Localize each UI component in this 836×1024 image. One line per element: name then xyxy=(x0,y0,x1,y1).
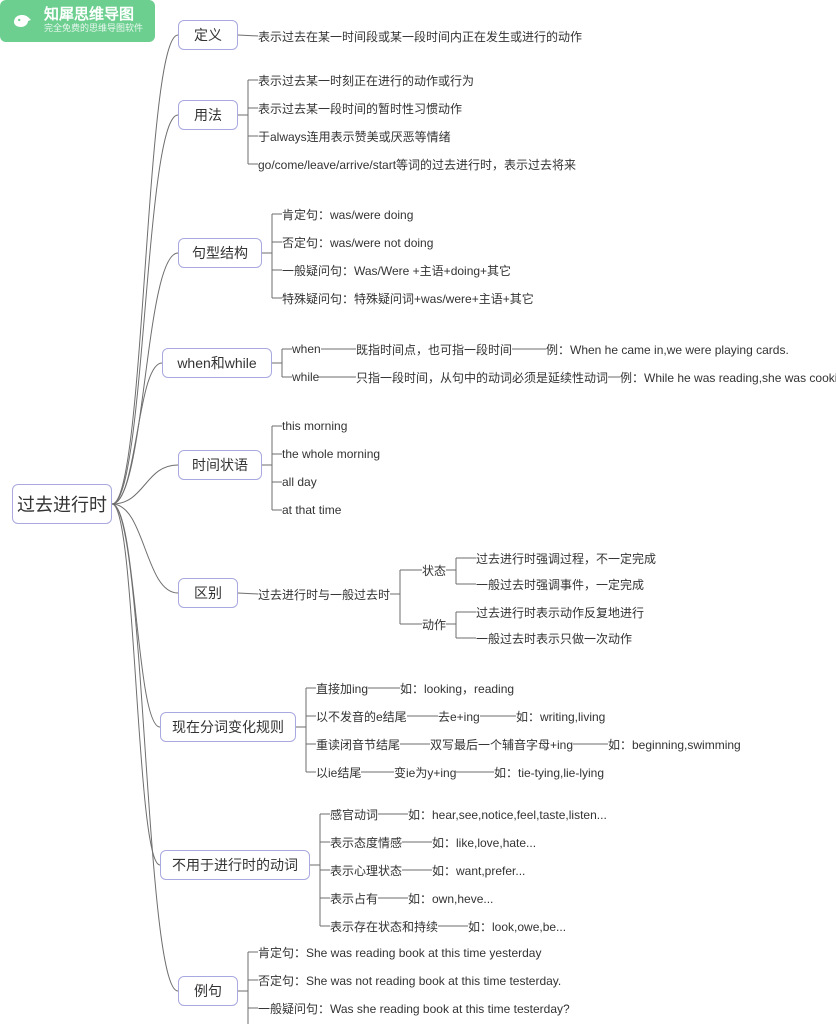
node-b2_1[interactable]: 表示过去某一时刻正在进行的动作或行为 xyxy=(258,72,474,88)
node-b6_d1[interactable]: 过去进行时表示动作反复地进行 xyxy=(476,604,644,620)
node-b7_1a[interactable]: 如：looking，reading xyxy=(400,680,514,696)
node-b1_1[interactable]: 表示过去在某一时间段或某一段时间内正在发生或进行的动作 xyxy=(258,28,582,44)
node-b6_s[interactable]: 状态 xyxy=(422,562,446,578)
node-b3_2[interactable]: 否定句：was/were not doing xyxy=(282,234,433,250)
rhino-icon xyxy=(8,6,36,34)
node-b3_4[interactable]: 特殊疑问句：特殊疑问词+was/were+主语+其它 xyxy=(282,290,534,306)
node-b9_3[interactable]: 一般疑问句：Was she reading book at this time … xyxy=(258,1000,570,1016)
node-b4_w[interactable]: when xyxy=(292,341,321,357)
node-b2_2[interactable]: 表示过去某一段时间的暂时性习惯动作 xyxy=(258,100,462,116)
watermark: 知犀思维导图 完全免费的思维导图软件 xyxy=(0,0,155,42)
node-b5_4[interactable]: at that time xyxy=(282,502,341,518)
node-b6_d2[interactable]: 一般过去时表示只做一次动作 xyxy=(476,630,632,646)
node-b7_3b[interactable]: 如：beginning,swimming xyxy=(608,736,741,752)
node-b7_2b[interactable]: 如：writing,living xyxy=(516,708,605,724)
node-b2_4[interactable]: go/come/leave/arrive/start等词的过去进行时，表示过去将… xyxy=(258,156,576,172)
node-b4[interactable]: when和while xyxy=(162,348,272,378)
node-b4_h1[interactable]: 只指一段时间，从句中的动词必须是延续性动词 xyxy=(356,369,608,385)
node-b7_4b[interactable]: 如：tie-tying,lie-lying xyxy=(494,764,604,780)
node-b6_d[interactable]: 动作 xyxy=(422,616,446,632)
node-b5_3[interactable]: all day xyxy=(282,474,317,490)
node-b8_4a[interactable]: 如：own,heve... xyxy=(408,890,493,906)
node-b4_h[interactable]: while xyxy=(292,369,319,385)
node-b9[interactable]: 例句 xyxy=(178,976,238,1006)
node-b4_h2[interactable]: 例：While he was reading,she was cooking. xyxy=(620,369,836,385)
node-b6_s1[interactable]: 过去进行时强调过程，不一定完成 xyxy=(476,550,656,566)
node-b8_3a[interactable]: 如：want,prefer... xyxy=(432,862,525,878)
node-b8_5a[interactable]: 如：look,owe,be... xyxy=(468,918,566,934)
node-b3_1[interactable]: 肯定句：was/were doing xyxy=(282,206,413,222)
node-b6_s2[interactable]: 一般过去时强调事件，一定完成 xyxy=(476,576,644,592)
node-b7_3a[interactable]: 双写最后一个辅音字母+ing xyxy=(430,736,573,752)
watermark-title: 知犀思维导图 xyxy=(44,7,143,22)
node-b2[interactable]: 用法 xyxy=(178,100,238,130)
node-b7_4[interactable]: 以ie结尾 xyxy=(316,764,361,780)
node-b8_4[interactable]: 表示占有 xyxy=(330,890,378,906)
node-b8[interactable]: 不用于进行时的动词 xyxy=(160,850,310,880)
node-b4_w1[interactable]: 既指时间点，也可指一段时间 xyxy=(356,341,512,357)
node-b3[interactable]: 句型结构 xyxy=(178,238,262,268)
node-b2_3[interactable]: 于always连用表示赞美或厌恶等情绪 xyxy=(258,128,451,144)
node-b6[interactable]: 区别 xyxy=(178,578,238,608)
node-b8_3[interactable]: 表示心理状态 xyxy=(330,862,402,878)
node-b8_5[interactable]: 表示存在状态和持续 xyxy=(330,918,438,934)
node-b7_2a[interactable]: 去e+ing xyxy=(438,708,480,724)
node-b7_1[interactable]: 直接加ing xyxy=(316,680,368,696)
node-b5_2[interactable]: the whole morning xyxy=(282,446,380,462)
node-root[interactable]: 过去进行时 xyxy=(12,484,112,524)
edge-layer xyxy=(0,0,836,1024)
node-b8_2[interactable]: 表示态度情感 xyxy=(330,834,402,850)
node-b7[interactable]: 现在分词变化规则 xyxy=(160,712,296,742)
node-b4_w2[interactable]: 例：When he came in,we were playing cards. xyxy=(546,341,789,357)
node-b5[interactable]: 时间状语 xyxy=(178,450,262,480)
node-b9_2[interactable]: 否定句：She was not reading book at this tim… xyxy=(258,972,561,988)
node-b6_a[interactable]: 过去进行时与一般过去时 xyxy=(258,586,390,602)
node-b5_1[interactable]: this morning xyxy=(282,418,347,434)
node-b1[interactable]: 定义 xyxy=(178,20,238,50)
node-b8_2a[interactable]: 如：like,love,hate... xyxy=(432,834,536,850)
node-b3_3[interactable]: 一般疑问句：Was/Were +主语+doing+其它 xyxy=(282,262,511,278)
node-b8_1a[interactable]: 如：hear,see,notice,feel,taste,listen... xyxy=(408,806,607,822)
node-b7_3[interactable]: 重读闭音节结尾 xyxy=(316,736,400,752)
node-b7_2[interactable]: 以不发音的e结尾 xyxy=(316,708,407,724)
node-b8_1[interactable]: 感官动词 xyxy=(330,806,378,822)
node-b9_1[interactable]: 肯定句：She was reading book at this time ye… xyxy=(258,944,541,960)
mindmap-canvas: 知犀思维导图 完全免费的思维导图软件 过去进行时 定义 表示过去在某一时间段或某一段… xyxy=(0,0,836,1024)
node-b7_4a[interactable]: 变ie为y+ing xyxy=(394,764,456,780)
watermark-sub: 完全免费的思维导图软件 xyxy=(44,24,143,33)
